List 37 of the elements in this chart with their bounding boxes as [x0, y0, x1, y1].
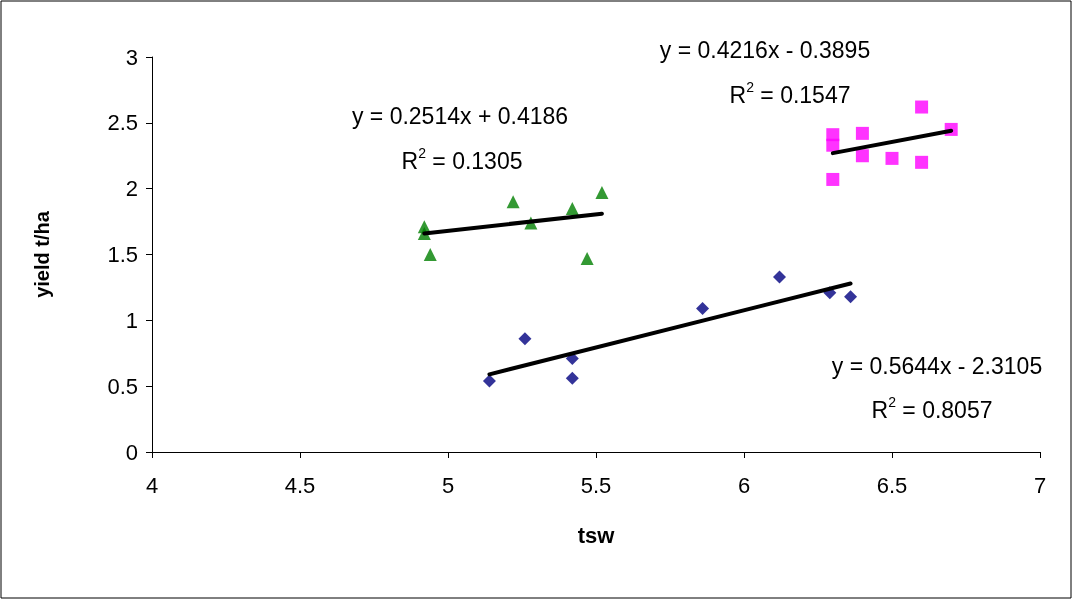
x-tick-label: 5.5: [580, 472, 612, 498]
y-tick-label: 1: [125, 307, 138, 333]
x-tick-label: 6.5: [876, 472, 908, 498]
point: [844, 290, 858, 304]
point: [855, 126, 869, 140]
point: [915, 155, 929, 169]
x-tick-label: 7: [1033, 472, 1047, 498]
x-tick-label: 6: [737, 472, 751, 498]
point: [696, 301, 710, 315]
point: [915, 100, 929, 114]
x-tick-label: 4.5: [284, 472, 316, 498]
y-axis-title: yield t/ha: [31, 210, 53, 298]
point: [826, 172, 840, 186]
y-tick-label: 0.5: [107, 373, 138, 399]
point: [482, 374, 496, 388]
annotation: y = 0.5644x - 2.3105: [831, 353, 1043, 379]
y-tick-label: 3: [125, 44, 138, 70]
point: [506, 195, 520, 209]
annotation: y = 0.4216x - 0.3895: [659, 37, 871, 63]
annotation: y = 0.2514x + 0.4186: [351, 103, 569, 129]
point: [565, 201, 579, 215]
point: [826, 138, 840, 152]
x-tick-label: 4: [145, 472, 159, 498]
x-axis-title: tsw: [577, 522, 616, 548]
point: [595, 186, 609, 200]
point: [580, 251, 594, 265]
y-tick-label: 0: [125, 439, 138, 465]
point: [518, 332, 532, 346]
y-tick-label: 1.5: [107, 242, 138, 267]
point: [885, 151, 899, 165]
x-tick-label: 5: [441, 472, 455, 498]
point: [565, 371, 579, 385]
y-tick-label: 2: [125, 176, 138, 202]
y-tick-label: 2.5: [107, 110, 138, 136]
point: [855, 149, 869, 163]
point: [773, 270, 787, 284]
point: [423, 248, 437, 261]
